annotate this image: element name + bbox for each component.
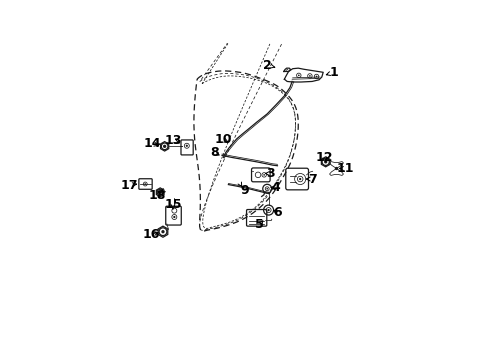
Text: 3: 3 — [266, 167, 275, 180]
Text: 5: 5 — [255, 218, 264, 231]
Text: 2: 2 — [264, 59, 272, 72]
Text: 16: 16 — [142, 228, 159, 241]
Text: 6: 6 — [273, 206, 282, 219]
Circle shape — [173, 216, 175, 218]
Text: 7: 7 — [308, 172, 317, 185]
FancyBboxPatch shape — [251, 168, 270, 182]
Circle shape — [298, 75, 300, 76]
Circle shape — [268, 209, 270, 211]
Text: 18: 18 — [148, 189, 166, 202]
Text: 9: 9 — [240, 184, 248, 197]
Circle shape — [163, 145, 166, 148]
Text: 12: 12 — [316, 151, 333, 164]
FancyBboxPatch shape — [139, 179, 152, 189]
FancyBboxPatch shape — [246, 210, 267, 226]
Circle shape — [145, 183, 146, 185]
Text: 8: 8 — [210, 146, 219, 159]
Circle shape — [335, 167, 338, 170]
Text: 11: 11 — [336, 162, 354, 175]
Circle shape — [299, 178, 301, 180]
Text: 13: 13 — [164, 134, 182, 147]
Circle shape — [161, 230, 165, 233]
FancyBboxPatch shape — [286, 168, 309, 190]
Circle shape — [186, 145, 188, 147]
Circle shape — [159, 191, 162, 194]
Text: 17: 17 — [121, 179, 138, 192]
Circle shape — [324, 160, 327, 163]
Circle shape — [267, 188, 268, 190]
Text: 15: 15 — [164, 198, 182, 211]
Text: 4: 4 — [271, 181, 280, 194]
Circle shape — [263, 174, 265, 176]
FancyBboxPatch shape — [166, 206, 181, 225]
Text: 14: 14 — [143, 137, 161, 150]
Text: 10: 10 — [214, 133, 232, 146]
Circle shape — [316, 76, 318, 77]
Circle shape — [309, 75, 311, 77]
Text: 1: 1 — [330, 66, 339, 79]
FancyBboxPatch shape — [181, 140, 193, 155]
